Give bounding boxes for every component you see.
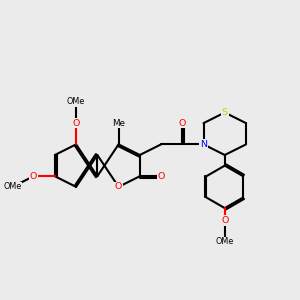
Text: OMe: OMe [216,237,234,246]
Text: N: N [200,140,207,149]
Text: O: O [30,172,37,181]
Text: O: O [115,182,122,191]
Text: OMe: OMe [67,98,85,106]
Text: OMe: OMe [3,182,22,191]
Text: O: O [72,118,80,127]
Text: O: O [158,172,165,181]
Text: O: O [221,216,228,225]
Text: O: O [178,118,186,127]
Text: Me: Me [112,118,125,127]
Text: S: S [222,108,228,117]
